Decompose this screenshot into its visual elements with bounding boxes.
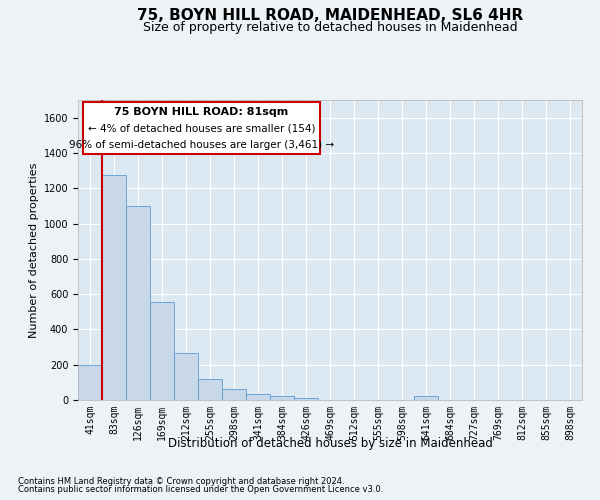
Bar bbox=[414, 396, 438, 400]
Text: ← 4% of detached houses are smaller (154): ← 4% of detached houses are smaller (154… bbox=[88, 123, 315, 133]
Bar bbox=[102, 175, 126, 400]
Bar bbox=[78, 364, 102, 400]
Bar bbox=[270, 396, 294, 400]
Bar bbox=[150, 302, 174, 400]
Text: 96% of semi-detached houses are larger (3,461) →: 96% of semi-detached houses are larger (… bbox=[69, 140, 334, 150]
Text: Size of property relative to detached houses in Maidenhead: Size of property relative to detached ho… bbox=[143, 21, 517, 34]
Text: Distribution of detached houses by size in Maidenhead: Distribution of detached houses by size … bbox=[167, 438, 493, 450]
Y-axis label: Number of detached properties: Number of detached properties bbox=[29, 162, 40, 338]
Bar bbox=[222, 390, 246, 400]
Bar bbox=[174, 353, 198, 400]
Bar bbox=[126, 206, 150, 400]
Bar bbox=[246, 394, 270, 400]
Text: 75 BOYN HILL ROAD: 81sqm: 75 BOYN HILL ROAD: 81sqm bbox=[115, 107, 289, 117]
FancyBboxPatch shape bbox=[83, 102, 320, 154]
Text: Contains HM Land Registry data © Crown copyright and database right 2024.: Contains HM Land Registry data © Crown c… bbox=[18, 478, 344, 486]
Bar bbox=[198, 379, 222, 400]
Text: Contains public sector information licensed under the Open Government Licence v3: Contains public sector information licen… bbox=[18, 485, 383, 494]
Text: 75, BOYN HILL ROAD, MAIDENHEAD, SL6 4HR: 75, BOYN HILL ROAD, MAIDENHEAD, SL6 4HR bbox=[137, 8, 523, 22]
Bar bbox=[294, 398, 318, 400]
